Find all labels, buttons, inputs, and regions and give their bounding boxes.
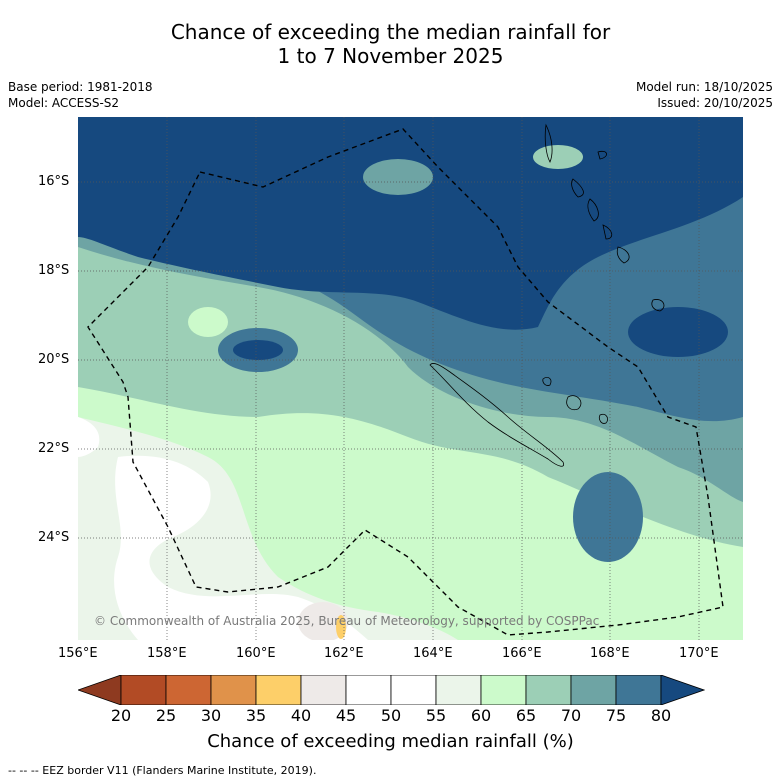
- colorbar-tick-50: 50: [380, 706, 402, 725]
- lon-label-162e: 162°E: [324, 646, 364, 661]
- rainfall-map: © Commonwealth of Australia 2025, Bureau…: [78, 117, 743, 640]
- colorbar-tick-55: 55: [425, 706, 447, 725]
- zone-above-80-blob-1: [233, 340, 283, 360]
- colorbar-tick-35: 35: [245, 706, 267, 725]
- colorbar-tick-80: 80: [650, 706, 672, 725]
- zone-70-75-blob: [363, 159, 433, 195]
- model-run: Model run: 18/10/2025: [635, 80, 773, 94]
- colorbar-over-arrow: [660, 675, 705, 705]
- eez-legend-note: -- -- -- EEZ border V11 (Flanders Marine…: [8, 764, 317, 777]
- colorbar-tick-40: 40: [290, 706, 312, 725]
- lon-label-170e: 170°E: [679, 646, 719, 661]
- model-name: Model: ACCESS-S2: [8, 96, 120, 110]
- zone-65-70-blob: [188, 307, 228, 337]
- zone-65-70-blob-2: [533, 145, 583, 169]
- new-caledonia: [429, 363, 565, 467]
- colorbar-tick-25: 25: [155, 706, 177, 725]
- colorbar-tick-60: 60: [470, 706, 492, 725]
- colorbar-tick-20: 20: [110, 706, 132, 725]
- colorbar-tick-75: 75: [605, 706, 627, 725]
- colorbar-under-arrow: [78, 675, 122, 705]
- colorbar-tick-30: 30: [200, 706, 222, 725]
- colorbar-segment-50-55: [390, 675, 437, 705]
- zone-white-left: [78, 417, 100, 457]
- base-period: Base period: 1981-2018: [8, 80, 153, 94]
- colorbar-segment-40-45: [300, 675, 347, 705]
- lon-label-158e: 158°E: [147, 646, 187, 661]
- zone-75-80-blob-2: [573, 472, 643, 562]
- vanuatu: [544, 123, 665, 312]
- lat-label-18s: 18°S: [38, 263, 70, 278]
- lon-label-166e: 166°E: [502, 646, 542, 661]
- colorbar-tick-45: 45: [335, 706, 357, 725]
- colorbar-segment-65-70: [525, 675, 572, 705]
- lat-label-22s: 22°S: [38, 441, 70, 456]
- colorbar-segment-35-40: [255, 675, 302, 705]
- graticule: [78, 117, 743, 640]
- title-line-2: 1 to 7 November 2025: [277, 44, 504, 68]
- colorbar-segment-45-50: [345, 675, 392, 705]
- loyalty-islands: [542, 377, 608, 424]
- zone-40-45: [298, 602, 348, 640]
- colorbar-segments: [120, 675, 662, 705]
- colorbar-label: Chance of exceeding median rainfall (%): [207, 731, 574, 752]
- zone-45-55: [114, 455, 368, 640]
- colorbar: [78, 675, 705, 705]
- colorbar-segment-75-80: [615, 675, 662, 705]
- lat-label-20s: 20°S: [38, 352, 70, 367]
- colorbar-tick-70: 70: [560, 706, 582, 725]
- zone-above-80: [78, 117, 743, 330]
- lon-label-168e: 168°E: [590, 646, 630, 661]
- lon-label-160e: 160°E: [236, 646, 276, 661]
- lon-label-164e: 164°E: [413, 646, 453, 661]
- lat-label-16s: 16°S: [38, 174, 70, 189]
- lon-label-156e: 156°E: [58, 646, 98, 661]
- colorbar-segment-30-35: [210, 675, 257, 705]
- colorbar-tick-65: 65: [515, 706, 537, 725]
- copyright-text: © Commonwealth of Australia 2025, Bureau…: [94, 614, 600, 628]
- eez-border: [87, 128, 724, 636]
- colorbar-segment-25-30: [165, 675, 212, 705]
- lat-label-24s: 24°S: [38, 530, 70, 545]
- zone-35-40: [336, 615, 346, 639]
- colorbar-segment-70-75: [570, 675, 617, 705]
- colorbar-segment-60-65: [480, 675, 527, 705]
- issued-date: Issued: 20/10/2025: [657, 96, 773, 110]
- colorbar-segment-20-25: [120, 675, 167, 705]
- colorbar-segment-55-60: [435, 675, 482, 705]
- zone-above-80-blob-2: [628, 307, 728, 357]
- title-line-1: Chance of exceeding the median rainfall …: [170, 20, 611, 44]
